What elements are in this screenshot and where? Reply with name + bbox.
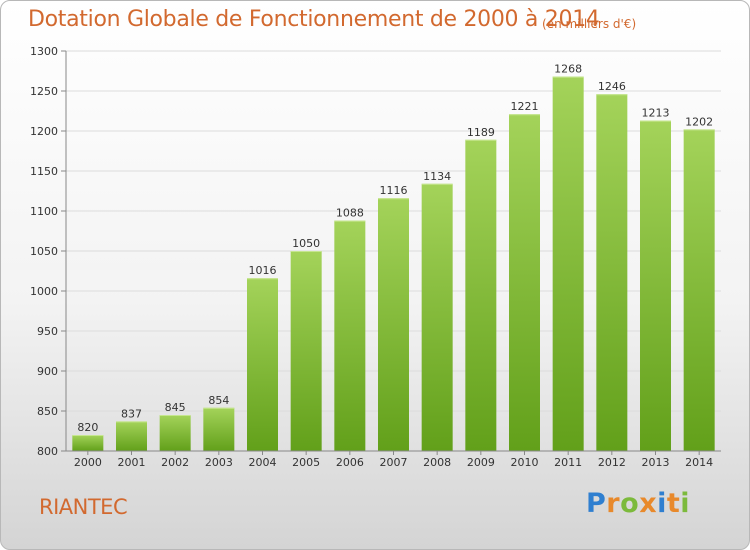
logo-letter: r — [606, 488, 621, 519]
chart-subtitle: (en milliers d'€) — [542, 17, 637, 31]
y-tick-label: 1050 — [30, 245, 58, 258]
bar-2004 — [247, 278, 278, 451]
bar-2003 — [203, 407, 235, 451]
y-tick-label: 900 — [37, 365, 58, 378]
logo-letter: o — [620, 488, 640, 519]
value-label-2006: 1088 — [336, 207, 364, 220]
x-tick-label-2009: 2009 — [467, 456, 495, 469]
x-tick-label-2007: 2007 — [380, 456, 408, 469]
value-label-2008: 1134 — [423, 170, 451, 183]
bar-2001 — [116, 421, 147, 451]
logo-letter: x — [639, 488, 658, 519]
y-tick-label: 1000 — [30, 285, 58, 298]
bar-2012 — [596, 94, 628, 451]
value-label-2012: 1246 — [598, 80, 626, 93]
logo-letter: P — [586, 488, 607, 519]
logo-letter: i — [657, 488, 667, 519]
bar-2011 — [552, 76, 584, 451]
x-tick-label-2002: 2002 — [161, 456, 189, 469]
y-tick-label: 1150 — [30, 165, 58, 178]
bar-2002 — [159, 415, 191, 451]
value-label-2009: 1189 — [467, 126, 495, 139]
bar-2013 — [640, 120, 671, 451]
value-label-2001: 837 — [121, 407, 142, 420]
bar-2000 — [72, 435, 104, 451]
x-tick-label-2001: 2001 — [118, 456, 146, 469]
value-label-2010: 1221 — [511, 100, 539, 113]
x-tick-label-2003: 2003 — [205, 456, 233, 469]
x-tick-label-2006: 2006 — [336, 456, 364, 469]
bar-2009 — [465, 139, 497, 452]
bar-2007 — [378, 198, 409, 451]
value-label-2004: 1016 — [249, 264, 277, 277]
value-label-2014: 1202 — [685, 115, 713, 128]
value-label-2000: 820 — [77, 421, 98, 434]
bar-2010 — [509, 114, 540, 451]
bar-2014 — [683, 129, 715, 451]
y-tick-label: 1250 — [30, 85, 58, 98]
y-tick-label: 1100 — [30, 205, 58, 218]
proxiti-logo: Proxiti — [586, 488, 690, 519]
x-tick-label-2012: 2012 — [598, 456, 626, 469]
value-label-2007: 1116 — [380, 184, 408, 197]
x-tick-label-2013: 2013 — [642, 456, 670, 469]
y-tick-label: 850 — [37, 405, 58, 418]
x-tick-label-2000: 2000 — [74, 456, 102, 469]
value-label-2005: 1050 — [292, 237, 320, 250]
y-tick-label: 800 — [37, 445, 58, 458]
x-tick-label-2008: 2008 — [423, 456, 451, 469]
value-label-2002: 845 — [165, 401, 186, 414]
x-tick-label-2005: 2005 — [292, 456, 320, 469]
y-tick-label: 1200 — [30, 125, 58, 138]
y-tick-label: 1300 — [30, 45, 58, 58]
labels: 800 850 900 950 1000 1050 1100 1150 1200 1250 1300… — [30, 45, 713, 469]
x-tick-label-2014: 2014 — [685, 456, 713, 469]
value-label-2011: 1268 — [554, 63, 582, 76]
chart-title: Dotation Globale de Fonctionnement de 20… — [28, 7, 600, 32]
x-tick-label-2011: 2011 — [554, 456, 582, 469]
value-label-2013: 1213 — [642, 107, 670, 120]
bar-2008 — [421, 183, 453, 452]
x-tick-label-2010: 2010 — [511, 456, 539, 469]
x-tick-label-2004: 2004 — [249, 456, 277, 469]
bar-2005 — [290, 251, 322, 451]
value-label-2003: 854 — [208, 394, 229, 407]
logo-letter: i — [680, 488, 691, 519]
bars — [72, 76, 715, 452]
axes — [61, 50, 721, 455]
commune-name: RIANTEC — [39, 495, 128, 519]
logo-letter: t — [666, 488, 681, 519]
y-tick-label: 950 — [37, 325, 58, 338]
bar-2006 — [334, 220, 366, 451]
